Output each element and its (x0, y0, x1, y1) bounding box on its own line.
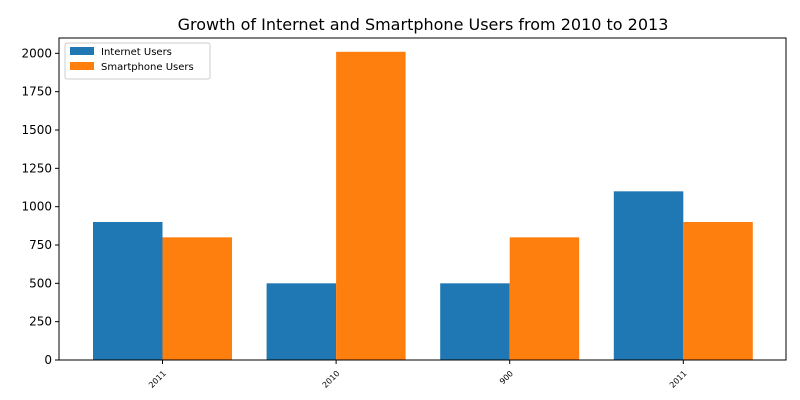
bar-internet-0 (93, 222, 163, 360)
bar-smartphone-3 (683, 222, 753, 360)
bar-smartphone-0 (162, 237, 232, 360)
bar-internet-2 (440, 283, 510, 360)
y-tick-label: 1750 (21, 85, 52, 99)
y-tick-label: 750 (29, 238, 52, 252)
bar-smartphone-2 (509, 237, 580, 360)
legend-label-smartphone: Smartphone Users (101, 62, 194, 73)
y-tick-label: 1250 (21, 161, 52, 175)
chart-title: Growth of Internet and Smartphone Users … (178, 15, 669, 34)
y-tick-label: 250 (29, 315, 52, 329)
legend-box (64, 42, 211, 80)
y-tick-label: 0 (44, 353, 52, 367)
legend-label-internet: Internet Users (101, 47, 172, 58)
plot-frame (58, 37, 787, 361)
bars-layer (93, 51, 753, 361)
x-axis: 2011 2010 900 2011 (147, 360, 689, 390)
y-tick-label: 1500 (21, 123, 52, 137)
x-tick-label: 2010 (321, 369, 342, 390)
x-tick-label: 2011 (668, 369, 689, 390)
y-tick-label: 2000 (21, 46, 52, 60)
y-tick-label: 500 (29, 276, 52, 290)
y-tick-label: 1000 (21, 200, 52, 214)
x-tick-label: 900 (498, 369, 515, 386)
x-tick-label: 2011 (147, 369, 168, 390)
legend-swatch-smartphone (70, 62, 94, 70)
legend-swatch-internet (70, 47, 94, 55)
bar-internet-1 (266, 283, 337, 360)
bar-internet-3 (613, 191, 684, 360)
y-axis: 0 250 500 750 1000 1250 1500 1750 2000 (21, 46, 59, 367)
legend: Internet Users Smartphone Users (64, 42, 211, 80)
bar-smartphone-1 (336, 51, 406, 361)
